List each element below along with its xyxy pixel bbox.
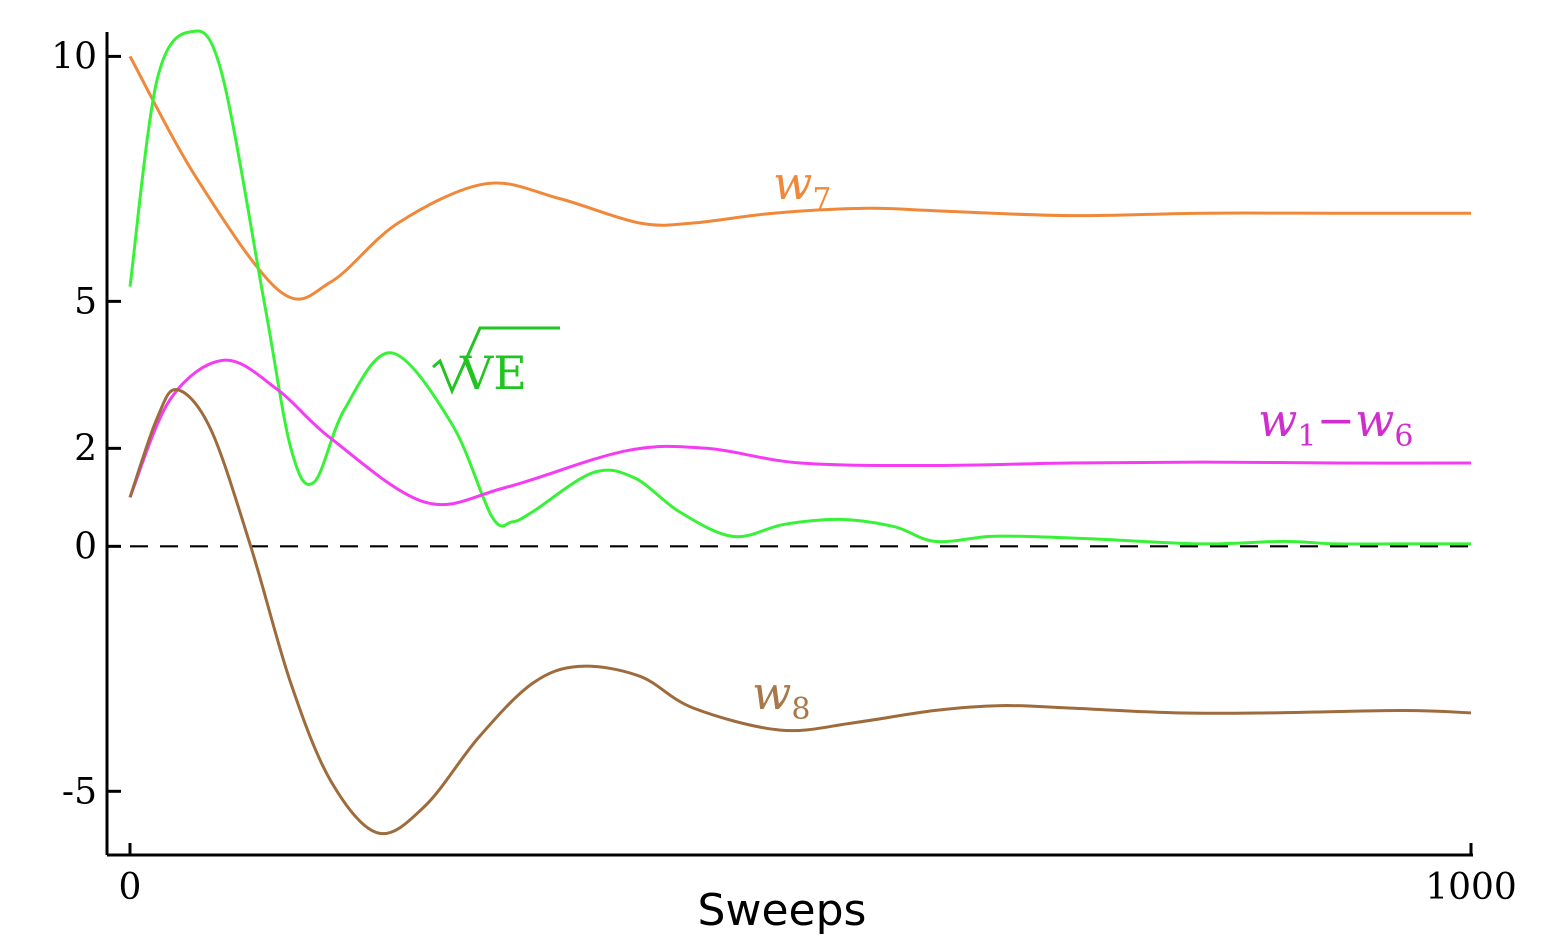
series-label-w8: w8 [752,666,810,727]
series-label-sqrt-ve: VE [432,326,560,400]
series-label-w1-sub: 1 [1297,419,1316,454]
series-label-ve-text: VE [459,346,527,400]
y-tick-label: 2 [74,428,97,469]
series-line-w1-w6 [128,358,1472,507]
y-tick-label: 10 [51,36,97,77]
y-ticks: 10 5 2 0 -5 [51,36,121,812]
series-label-w7-main: w [773,156,812,210]
y-tick-label: -5 [62,771,97,812]
series-label-w7: w7 [773,156,831,217]
axes: 10 5 2 0 -5 0 1000 [51,32,1517,908]
y-tick-label: 0 [74,526,97,567]
sqrt-radical-icon [432,326,560,395]
y-tick-label: 5 [74,281,97,322]
x-ticks: 0 1000 [119,843,1517,908]
series-label-w1-main: w [1258,393,1297,447]
series-label-w1-w6: w1−w6 [1258,393,1413,454]
series-line-sqrt-ve [128,29,1471,546]
series-label-w7-sub: 7 [812,182,831,217]
series-label-sep: − [1316,393,1355,447]
series-line-w7 [128,55,1471,301]
series-label-w6-main: w [1355,393,1394,447]
series-label-ve-main: VE [459,346,527,400]
x-axis-title: Sweeps [698,885,867,936]
series-label-w6-sub: 6 [1394,419,1413,454]
x-tick-label: 0 [119,867,142,908]
x-tick-label: 1000 [1425,867,1517,908]
series-label-w8-sub: 8 [791,692,810,727]
series-lines [128,29,1472,836]
series-label-w8-main: w [752,666,791,720]
series-line-w8 [128,388,1472,836]
